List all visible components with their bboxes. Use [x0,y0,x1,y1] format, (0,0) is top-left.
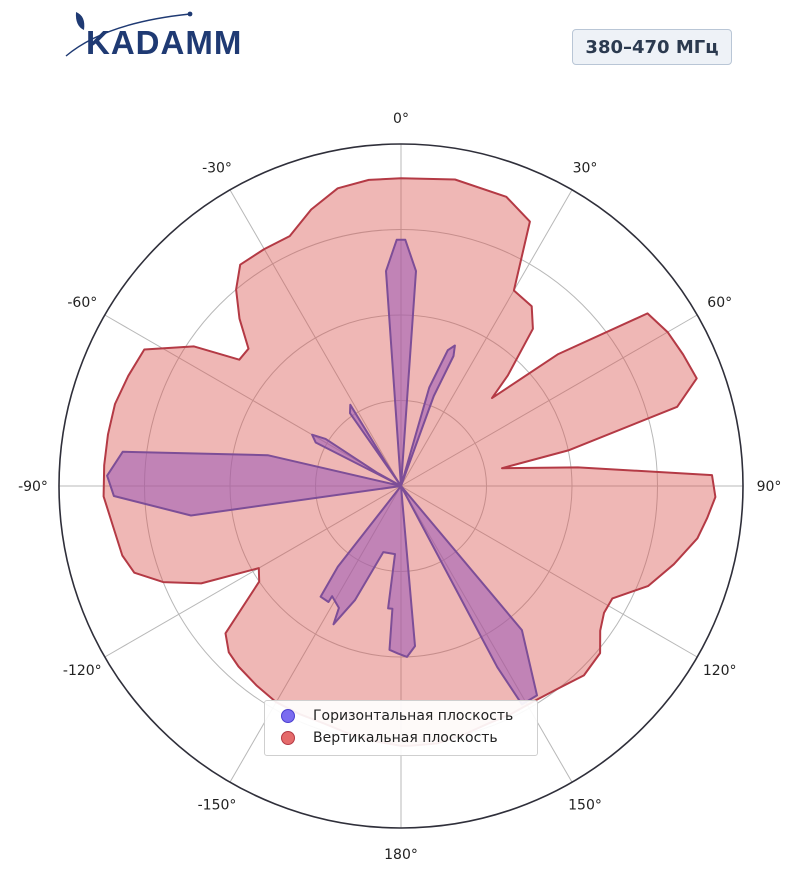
angular-gridline-120 [400,485,698,658]
series-horizontal-plane [106,238,538,706]
theta-tick-label: -60° [67,295,97,311]
theta-tick-labels: 0° 30° 60° 90° 120° 150° 180° -150° -120° -90° -60… [18,111,781,863]
theta-tick-label: 60° [707,295,732,311]
legend: Горизонтальная плоскость Вертикальная пл… [264,700,538,756]
theta-tick-label: 180° [384,847,418,863]
legend-label-vertical: Вертикальная плоскость [313,730,498,746]
legend-marker-vertical [281,731,295,745]
legend-item-horizontal: Горизонтальная плоскость [281,705,537,727]
logo-swoosh [65,13,191,57]
theta-tick-label: 90° [757,479,782,495]
angular-gridline-30 [400,189,573,487]
theta-tick-label: -90° [18,479,48,495]
angular-gridline-330 [229,189,402,487]
kadamm-logo: KADAMM [65,11,242,61]
legend-item-vertical: Вертикальная плоскость [281,727,537,749]
theta-tick-label: -120° [63,663,102,679]
theta-tick-label: 120° [703,663,737,679]
logo-dot [187,11,193,17]
angular-gridline-60 [400,314,698,487]
legend-label-horizontal: Горизонтальная плоскость [313,708,514,724]
angular-gridline-240 [104,485,402,658]
legend-marker-horizontal [281,709,295,723]
logo-text: KADAMM [86,24,242,61]
theta-tick-label: 150° [568,798,602,814]
polar-outer-ring [58,143,744,829]
theta-tick-label: 0° [393,111,409,127]
theta-tick-label: 30° [573,160,598,176]
theta-tick-label: -150° [198,798,237,814]
theta-tick-label: -30° [202,160,232,176]
polar-series [102,177,717,747]
logo-leaf [75,12,85,30]
frequency-band-badge: 380–470 МГц [572,29,732,65]
